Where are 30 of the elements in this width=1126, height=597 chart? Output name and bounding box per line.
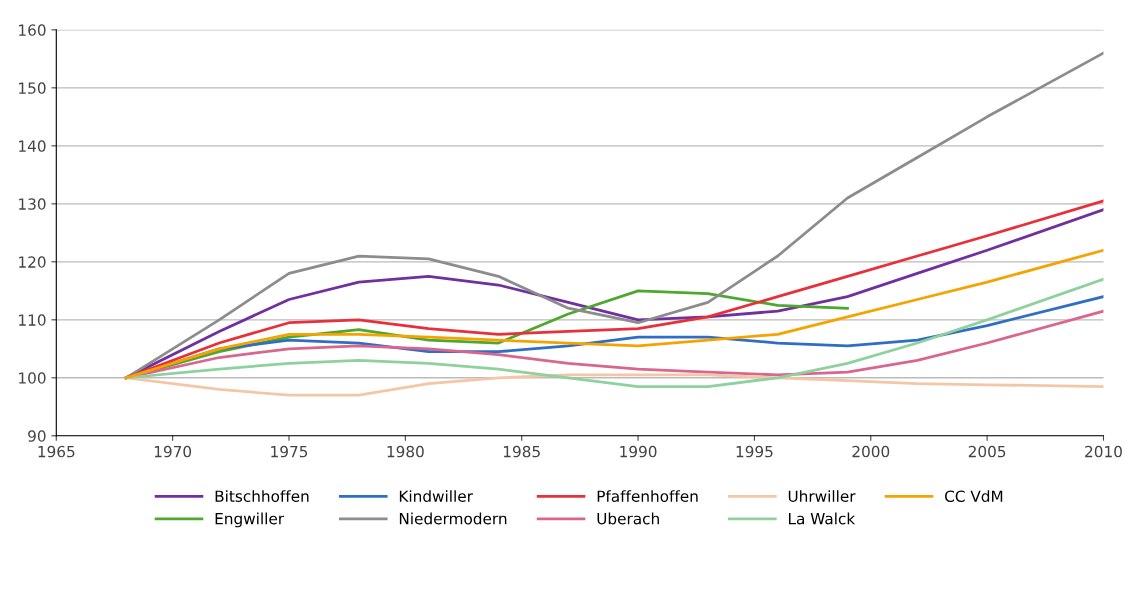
x-tick-label: 1990 — [620, 445, 657, 458]
x-tick-label: 1995 — [736, 445, 773, 458]
y-tick-label: 100 — [19, 372, 46, 384]
x-tick-label: 2010 — [1085, 445, 1122, 458]
x-tick-label: 1970 — [154, 445, 192, 458]
x-tick-label: 1985 — [503, 445, 540, 458]
legend-label: Pfaffenhoffen — [597, 490, 698, 502]
legend-label: CC VdM — [945, 490, 1003, 502]
x-tick-label: 2000 — [852, 445, 890, 458]
y-tick-label: 110 — [19, 314, 46, 326]
line-series — [124, 248, 1104, 380]
x-tick-label: 1975 — [271, 445, 308, 458]
y-tick-label: 130 — [19, 198, 46, 210]
x-tick-label: 2005 — [968, 445, 1006, 458]
legend-label: Bitschhoffen — [215, 490, 309, 502]
legend-label: Uberach — [597, 512, 659, 525]
y-tick-label: 140 — [19, 140, 46, 152]
line-series — [124, 51, 1104, 380]
legend-label: Niedermodern — [399, 512, 507, 525]
legend-label: La Walck — [788, 512, 856, 525]
legend-label: Uhrwiller — [788, 490, 856, 502]
y-tick-label: 120 — [19, 256, 46, 268]
y-tick-label: 160 — [19, 24, 46, 36]
x-tick-label: 1980 — [387, 445, 424, 458]
line-series — [124, 277, 1104, 388]
y-tick-label: 90 — [28, 430, 46, 442]
x-tick-label: 1965 — [38, 445, 75, 458]
y-tick-label: 150 — [19, 82, 46, 94]
legend-label: Kindwiller — [399, 490, 473, 502]
legend-label: Engwiller — [215, 512, 285, 528]
